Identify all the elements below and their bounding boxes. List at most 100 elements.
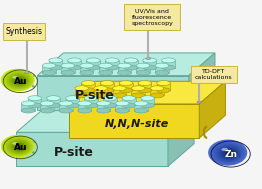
- Polygon shape: [86, 60, 100, 68]
- Ellipse shape: [150, 86, 164, 91]
- Ellipse shape: [5, 137, 32, 156]
- Ellipse shape: [118, 63, 131, 68]
- Ellipse shape: [162, 58, 175, 63]
- Ellipse shape: [6, 72, 31, 88]
- Polygon shape: [100, 83, 114, 90]
- Polygon shape: [143, 60, 156, 68]
- Ellipse shape: [61, 70, 75, 75]
- Ellipse shape: [68, 65, 81, 70]
- Ellipse shape: [16, 144, 24, 150]
- Ellipse shape: [124, 58, 138, 63]
- Ellipse shape: [216, 145, 241, 161]
- Text: Synthesis: Synthesis: [5, 27, 42, 36]
- Ellipse shape: [2, 69, 34, 91]
- Ellipse shape: [49, 58, 62, 63]
- Ellipse shape: [40, 101, 54, 106]
- Ellipse shape: [2, 135, 34, 157]
- Text: Zn: Zn: [224, 149, 237, 159]
- Ellipse shape: [227, 152, 233, 156]
- Polygon shape: [94, 88, 107, 95]
- Polygon shape: [75, 88, 89, 95]
- Ellipse shape: [19, 80, 21, 82]
- Ellipse shape: [224, 150, 235, 157]
- Ellipse shape: [136, 63, 150, 68]
- Ellipse shape: [75, 93, 89, 98]
- Polygon shape: [113, 88, 126, 95]
- Ellipse shape: [2, 70, 34, 91]
- Ellipse shape: [221, 148, 238, 159]
- Ellipse shape: [209, 140, 247, 165]
- Ellipse shape: [1, 69, 35, 91]
- Text: UV/Vis and
fluorescence
spectroscopy: UV/Vis and fluorescence spectroscopy: [131, 8, 173, 26]
- Ellipse shape: [113, 86, 126, 91]
- Ellipse shape: [80, 70, 94, 75]
- Ellipse shape: [11, 141, 27, 152]
- Ellipse shape: [119, 88, 133, 93]
- Ellipse shape: [229, 153, 232, 155]
- Ellipse shape: [4, 137, 32, 156]
- Polygon shape: [37, 76, 189, 110]
- Ellipse shape: [218, 146, 240, 160]
- Ellipse shape: [230, 153, 231, 154]
- Polygon shape: [17, 132, 168, 166]
- Ellipse shape: [122, 96, 135, 101]
- Ellipse shape: [6, 138, 31, 155]
- Ellipse shape: [219, 146, 239, 160]
- Ellipse shape: [61, 63, 75, 68]
- Ellipse shape: [7, 139, 30, 154]
- Polygon shape: [124, 60, 138, 68]
- Ellipse shape: [25, 72, 29, 74]
- Ellipse shape: [68, 58, 81, 63]
- Ellipse shape: [49, 65, 62, 70]
- FancyBboxPatch shape: [191, 66, 237, 83]
- Polygon shape: [157, 83, 170, 90]
- Ellipse shape: [21, 101, 35, 106]
- Ellipse shape: [18, 80, 22, 82]
- Ellipse shape: [3, 70, 33, 90]
- Polygon shape: [80, 66, 94, 73]
- Ellipse shape: [211, 141, 245, 164]
- Polygon shape: [61, 66, 75, 73]
- Ellipse shape: [2, 136, 34, 157]
- Ellipse shape: [105, 65, 119, 70]
- Ellipse shape: [155, 63, 169, 68]
- Ellipse shape: [225, 151, 235, 157]
- Polygon shape: [136, 66, 150, 73]
- Ellipse shape: [97, 101, 110, 106]
- Ellipse shape: [17, 79, 23, 83]
- Polygon shape: [69, 81, 225, 104]
- Polygon shape: [37, 53, 215, 76]
- Ellipse shape: [19, 146, 21, 148]
- Ellipse shape: [12, 76, 27, 86]
- Ellipse shape: [141, 103, 154, 108]
- Ellipse shape: [124, 65, 138, 70]
- Polygon shape: [47, 98, 60, 105]
- Ellipse shape: [213, 143, 244, 163]
- Ellipse shape: [21, 108, 35, 113]
- Ellipse shape: [66, 103, 79, 108]
- Ellipse shape: [141, 96, 154, 101]
- Ellipse shape: [150, 93, 164, 98]
- Ellipse shape: [20, 147, 21, 148]
- Polygon shape: [162, 60, 175, 68]
- Ellipse shape: [103, 103, 117, 108]
- Ellipse shape: [16, 78, 24, 84]
- Ellipse shape: [13, 143, 25, 151]
- Polygon shape: [28, 98, 41, 105]
- Ellipse shape: [146, 58, 151, 60]
- Ellipse shape: [84, 103, 98, 108]
- Polygon shape: [141, 98, 154, 105]
- Ellipse shape: [28, 96, 41, 101]
- Ellipse shape: [212, 142, 245, 164]
- Ellipse shape: [6, 72, 31, 89]
- Polygon shape: [150, 88, 164, 95]
- Polygon shape: [78, 103, 91, 111]
- Ellipse shape: [4, 71, 32, 90]
- Ellipse shape: [9, 74, 28, 87]
- Polygon shape: [105, 60, 119, 68]
- Ellipse shape: [222, 149, 237, 158]
- Ellipse shape: [78, 108, 91, 113]
- Text: Au: Au: [14, 77, 27, 86]
- Ellipse shape: [215, 144, 242, 162]
- Polygon shape: [99, 66, 112, 73]
